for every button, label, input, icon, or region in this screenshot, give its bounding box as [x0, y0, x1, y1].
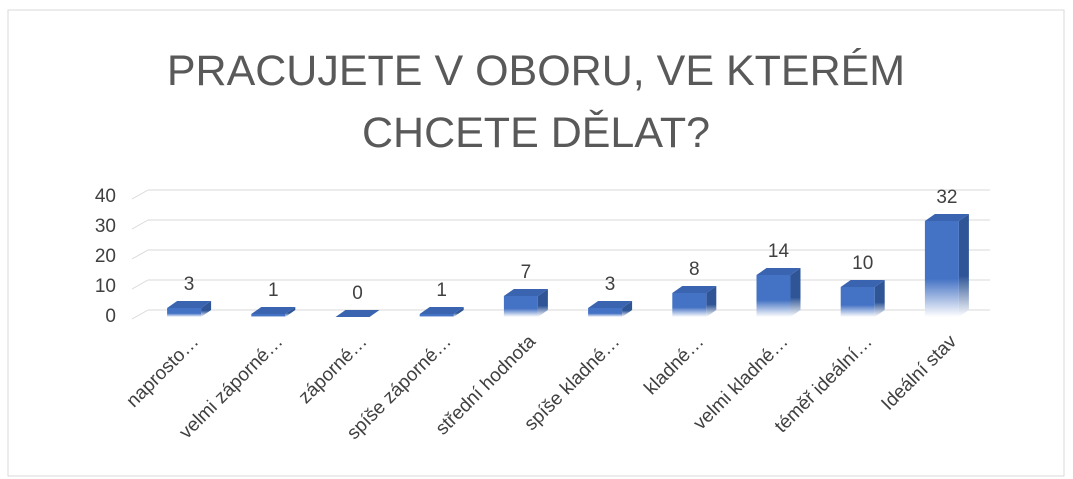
bar [503, 296, 538, 317]
bar-side [706, 286, 717, 317]
bar-top [840, 280, 885, 287]
bar-top [419, 307, 464, 314]
chart-title: PRACUJETE V OBORU, VE KTERÉM CHCETE DĚLA… [166, 47, 906, 157]
data-label: 3 [605, 274, 616, 295]
bar-top [167, 301, 212, 308]
bar [756, 275, 791, 317]
y-tick-label: 10 [95, 276, 116, 297]
data-label: 32 [936, 187, 957, 208]
bar-top [756, 268, 801, 275]
grid-line [131, 309, 149, 320]
y-tick-label: 0 [105, 306, 116, 327]
bar-top [335, 310, 380, 317]
data-label: 7 [521, 262, 532, 283]
bar [588, 308, 623, 317]
bar-top [672, 286, 717, 293]
y-tick-label: 30 [95, 216, 116, 237]
bar-side [874, 280, 885, 317]
bar-top [503, 289, 548, 296]
grid-line [131, 189, 149, 200]
grid-line [131, 249, 149, 260]
bar [167, 308, 202, 317]
bar-side [453, 307, 464, 317]
bar [840, 287, 875, 317]
bar-top [588, 301, 633, 308]
bar-side [201, 301, 212, 317]
bar-side [790, 268, 801, 317]
bar [419, 314, 454, 317]
bar [924, 221, 959, 317]
grid-line [131, 219, 149, 230]
frame [7, 9, 1065, 477]
x-tick-label: Ideální stav [877, 331, 961, 415]
x-tick-label: naprosto… [123, 331, 204, 412]
data-label: 8 [689, 259, 700, 280]
y-tick-label: 20 [95, 246, 116, 267]
y-tick-label: 40 [95, 186, 116, 207]
bar [251, 314, 286, 317]
data-label: 10 [852, 253, 873, 274]
x-tick-label: záporné… [295, 331, 372, 408]
data-label: 1 [436, 280, 447, 301]
bar-side [537, 289, 548, 317]
x-tick-label: kladné… [640, 331, 708, 399]
bar-top [251, 307, 296, 314]
grid-line [131, 279, 149, 290]
bar-side [958, 214, 969, 317]
data-label: 0 [352, 283, 363, 304]
data-label: 3 [184, 274, 195, 295]
data-label: 14 [768, 241, 790, 262]
bar [672, 293, 707, 317]
bar-side [622, 301, 633, 317]
data-label: 1 [268, 280, 279, 301]
bar-side [285, 307, 296, 317]
bar-top [924, 214, 969, 221]
